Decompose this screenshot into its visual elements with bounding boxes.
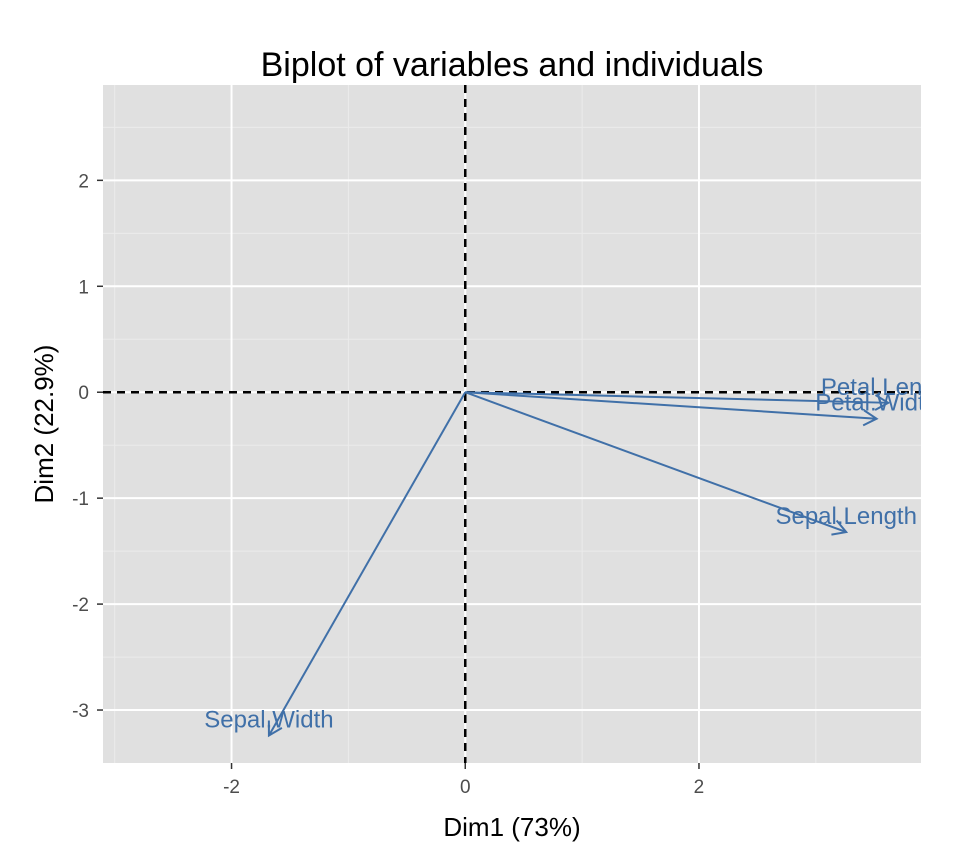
arrow-sepal-length (464, 391, 849, 536)
y-tick-label: 2 (78, 171, 89, 192)
reference-lines (103, 85, 921, 763)
variable-label-petal-length: Petal.Length (821, 374, 956, 401)
variable-label-petal-width: Petal.Width (815, 390, 938, 417)
x-tick-labels: -2 0 2 (223, 777, 704, 798)
variable-label-sepal-width: Sepal.Width (204, 706, 333, 733)
x-tick-label: -2 (223, 777, 240, 798)
x-axis-title: Dim1 (73%) (443, 812, 580, 842)
minor-gridlines (103, 85, 921, 763)
x-tick-label: 0 (460, 777, 471, 798)
y-tick-label: 0 (78, 383, 89, 404)
arrow-petal-width (465, 391, 879, 427)
arrow-shaft (465, 391, 877, 420)
axis-ticks (97, 179, 700, 769)
arrow-head (862, 409, 879, 427)
y-tick-labels: -3 -2 -1 0 1 2 (72, 171, 89, 722)
y-tick-label: -2 (72, 595, 89, 616)
chart-title: Biplot of variables and individuals (261, 46, 764, 84)
y-tick-label: -1 (72, 489, 89, 510)
arrow-shaft (268, 391, 467, 736)
y-axis-title: Dim2 (22.9%) (29, 345, 59, 504)
y-tick-label: 1 (78, 277, 89, 298)
arrow-head (874, 394, 891, 411)
arrow-petal-length (465, 391, 891, 411)
arrow-shaft (464, 391, 847, 533)
arrow-sepal-width (267, 391, 467, 738)
variable-label-sepal-length: Sepal.Length (775, 503, 916, 530)
arrow-shaft (465, 391, 889, 404)
variable-arrows (267, 391, 891, 738)
x-tick-label: 2 (694, 777, 705, 798)
arrow-head (831, 519, 849, 536)
arrow-head (267, 720, 283, 738)
y-tick-label: -3 (72, 701, 89, 722)
plot-panel (103, 85, 921, 763)
